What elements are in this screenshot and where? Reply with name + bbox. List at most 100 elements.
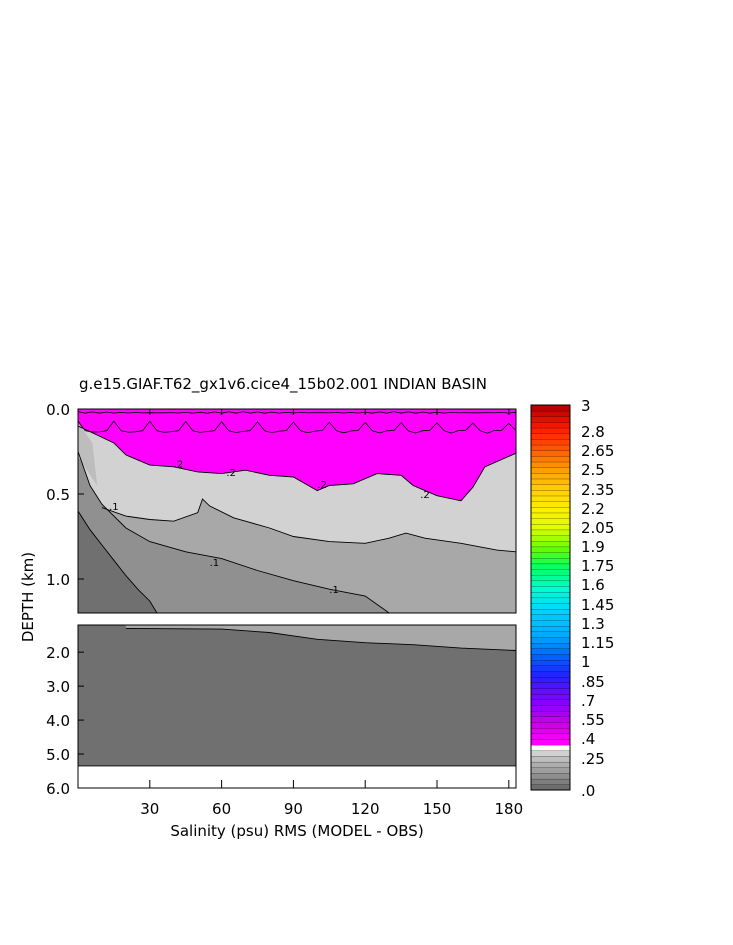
colorbar-swatch xyxy=(530,433,571,440)
colorbar-swatch xyxy=(530,761,571,768)
colorbar-swatch xyxy=(530,472,571,480)
colorbar-swatch xyxy=(530,427,571,434)
y-axis-upper: 0.0 0.5 1.0 xyxy=(46,401,84,589)
colorbar-swatch xyxy=(530,699,571,706)
plot-panel-upper xyxy=(78,409,516,613)
plot-frame-lower xyxy=(77,624,517,789)
colorbar-swatch xyxy=(530,642,571,649)
colorbar-swatch xyxy=(530,693,571,700)
contour-label: .1 xyxy=(210,558,220,569)
contour-labels: .1 .1 .1 .2 .2 .2 .2 xyxy=(109,459,430,596)
x-tick-label: 120 xyxy=(351,800,380,818)
colorbar-swatch xyxy=(530,687,571,695)
x-tick-label: 30 xyxy=(140,800,159,818)
colorbar-label: .25 xyxy=(581,750,605,768)
colorbar-swatch xyxy=(530,738,571,746)
contour-line-deep xyxy=(125,627,516,651)
colorbar-swatch xyxy=(530,659,571,666)
colorbar-swatch xyxy=(530,467,571,474)
colorbar-swatch xyxy=(530,676,571,683)
contour-label: .1 xyxy=(329,585,339,596)
colorbar-swatch xyxy=(530,518,571,525)
region-dark-gray xyxy=(78,451,390,613)
region-deep-dark-gray xyxy=(78,625,516,766)
colorbar-swatch xyxy=(530,444,571,451)
colorbar-label: 1.3 xyxy=(581,615,605,633)
contour-label: .1 xyxy=(109,502,119,513)
colorbar-swatch xyxy=(530,727,571,734)
y-tick-label: 3.0 xyxy=(46,678,70,696)
colorbar-swatch xyxy=(530,733,571,740)
colorbar-label: .85 xyxy=(581,673,605,691)
colorbar-label: 1.6 xyxy=(581,576,605,594)
y-tick-label: 6.0 xyxy=(46,780,70,798)
colorbar-swatch xyxy=(530,665,571,672)
colorbar-swatch xyxy=(530,755,571,763)
y-axis-title: DEPTH (km) xyxy=(19,552,37,642)
y-tick-label: 4.0 xyxy=(46,712,70,730)
colorbar-swatch xyxy=(530,591,571,599)
colorbar-swatch xyxy=(530,563,571,570)
colorbar-swatch xyxy=(530,461,571,468)
colorbar-label: 2.05 xyxy=(581,519,614,537)
colorbar-label: 2.65 xyxy=(581,442,614,460)
colorbar-swatch xyxy=(530,529,571,536)
colorbar-label: 2.2 xyxy=(581,500,605,518)
y-tick-label: 1.0 xyxy=(46,571,70,589)
colorbar-swatch xyxy=(530,704,571,712)
colorbar-swatch xyxy=(530,546,571,553)
colorbar-swatch xyxy=(530,569,571,576)
colorbar-swatch xyxy=(530,450,571,457)
colorbar-swatch xyxy=(530,580,571,587)
region-edge-strip xyxy=(78,422,98,486)
colorbar-swatch xyxy=(530,716,571,723)
colorbar-swatch xyxy=(530,438,571,446)
colorbar-swatch xyxy=(530,557,571,565)
x-axis: 30 60 90 120 150 180 xyxy=(140,409,523,818)
contour-line-2 xyxy=(101,498,516,553)
colorbar-swatch xyxy=(530,620,571,627)
y-tick-label: 0.5 xyxy=(46,486,70,504)
colorbar-label: .4 xyxy=(581,730,595,748)
colorbar-swatch xyxy=(530,404,571,412)
colorbar-label: 1.15 xyxy=(581,634,614,652)
colorbar-swatch xyxy=(530,501,571,508)
colorbar-swatch xyxy=(530,614,571,621)
region-light-gray xyxy=(78,426,516,552)
colorbar xyxy=(530,404,571,791)
colorbar-swatch xyxy=(530,535,571,542)
colorbar-label: .7 xyxy=(581,692,595,710)
colorbar-swatch xyxy=(530,625,571,632)
plot-frame-upper xyxy=(77,408,517,614)
x-tick-label: 90 xyxy=(284,800,303,818)
colorbar-label: 1.75 xyxy=(581,557,614,575)
contour-line-1 xyxy=(78,451,390,613)
x-tick-label: 60 xyxy=(212,800,231,818)
y-tick-label: 5.0 xyxy=(46,746,70,764)
region-darkest-gray xyxy=(78,511,157,613)
x-tick-label: 180 xyxy=(494,800,523,818)
colorbar-swatch xyxy=(530,478,571,485)
colorbar-swatch xyxy=(530,784,571,791)
colorbar-swatch xyxy=(530,484,571,491)
colorbar-label: 2.8 xyxy=(581,423,605,441)
colorbar-swatch xyxy=(530,552,571,559)
colorbar-swatch xyxy=(530,540,571,548)
colorbar-swatch xyxy=(530,721,571,729)
y-tick-label: 0.0 xyxy=(46,401,70,419)
contour-label: .2 xyxy=(420,490,430,501)
y-tick-label: 2.0 xyxy=(46,644,70,662)
colorbar-swatch xyxy=(530,603,571,610)
colorbar-swatch xyxy=(530,512,571,519)
chart-title: g.e15.GIAF.T62_gx1v6.cice4_15b02.001 IND… xyxy=(79,375,487,394)
contour-label: .2 xyxy=(174,459,184,470)
contour-line-surface-2 xyxy=(78,411,516,414)
colorbar-swatch xyxy=(530,750,571,757)
contour-line-0 xyxy=(78,510,158,613)
x-tick-label: 150 xyxy=(423,800,452,818)
colorbar-swatch xyxy=(530,608,571,616)
colorbar-swatch xyxy=(530,767,571,774)
y-axis-lower: 2.0 3.0 4.0 5.0 6.0 xyxy=(46,644,84,798)
colorbar-swatch xyxy=(530,710,571,717)
